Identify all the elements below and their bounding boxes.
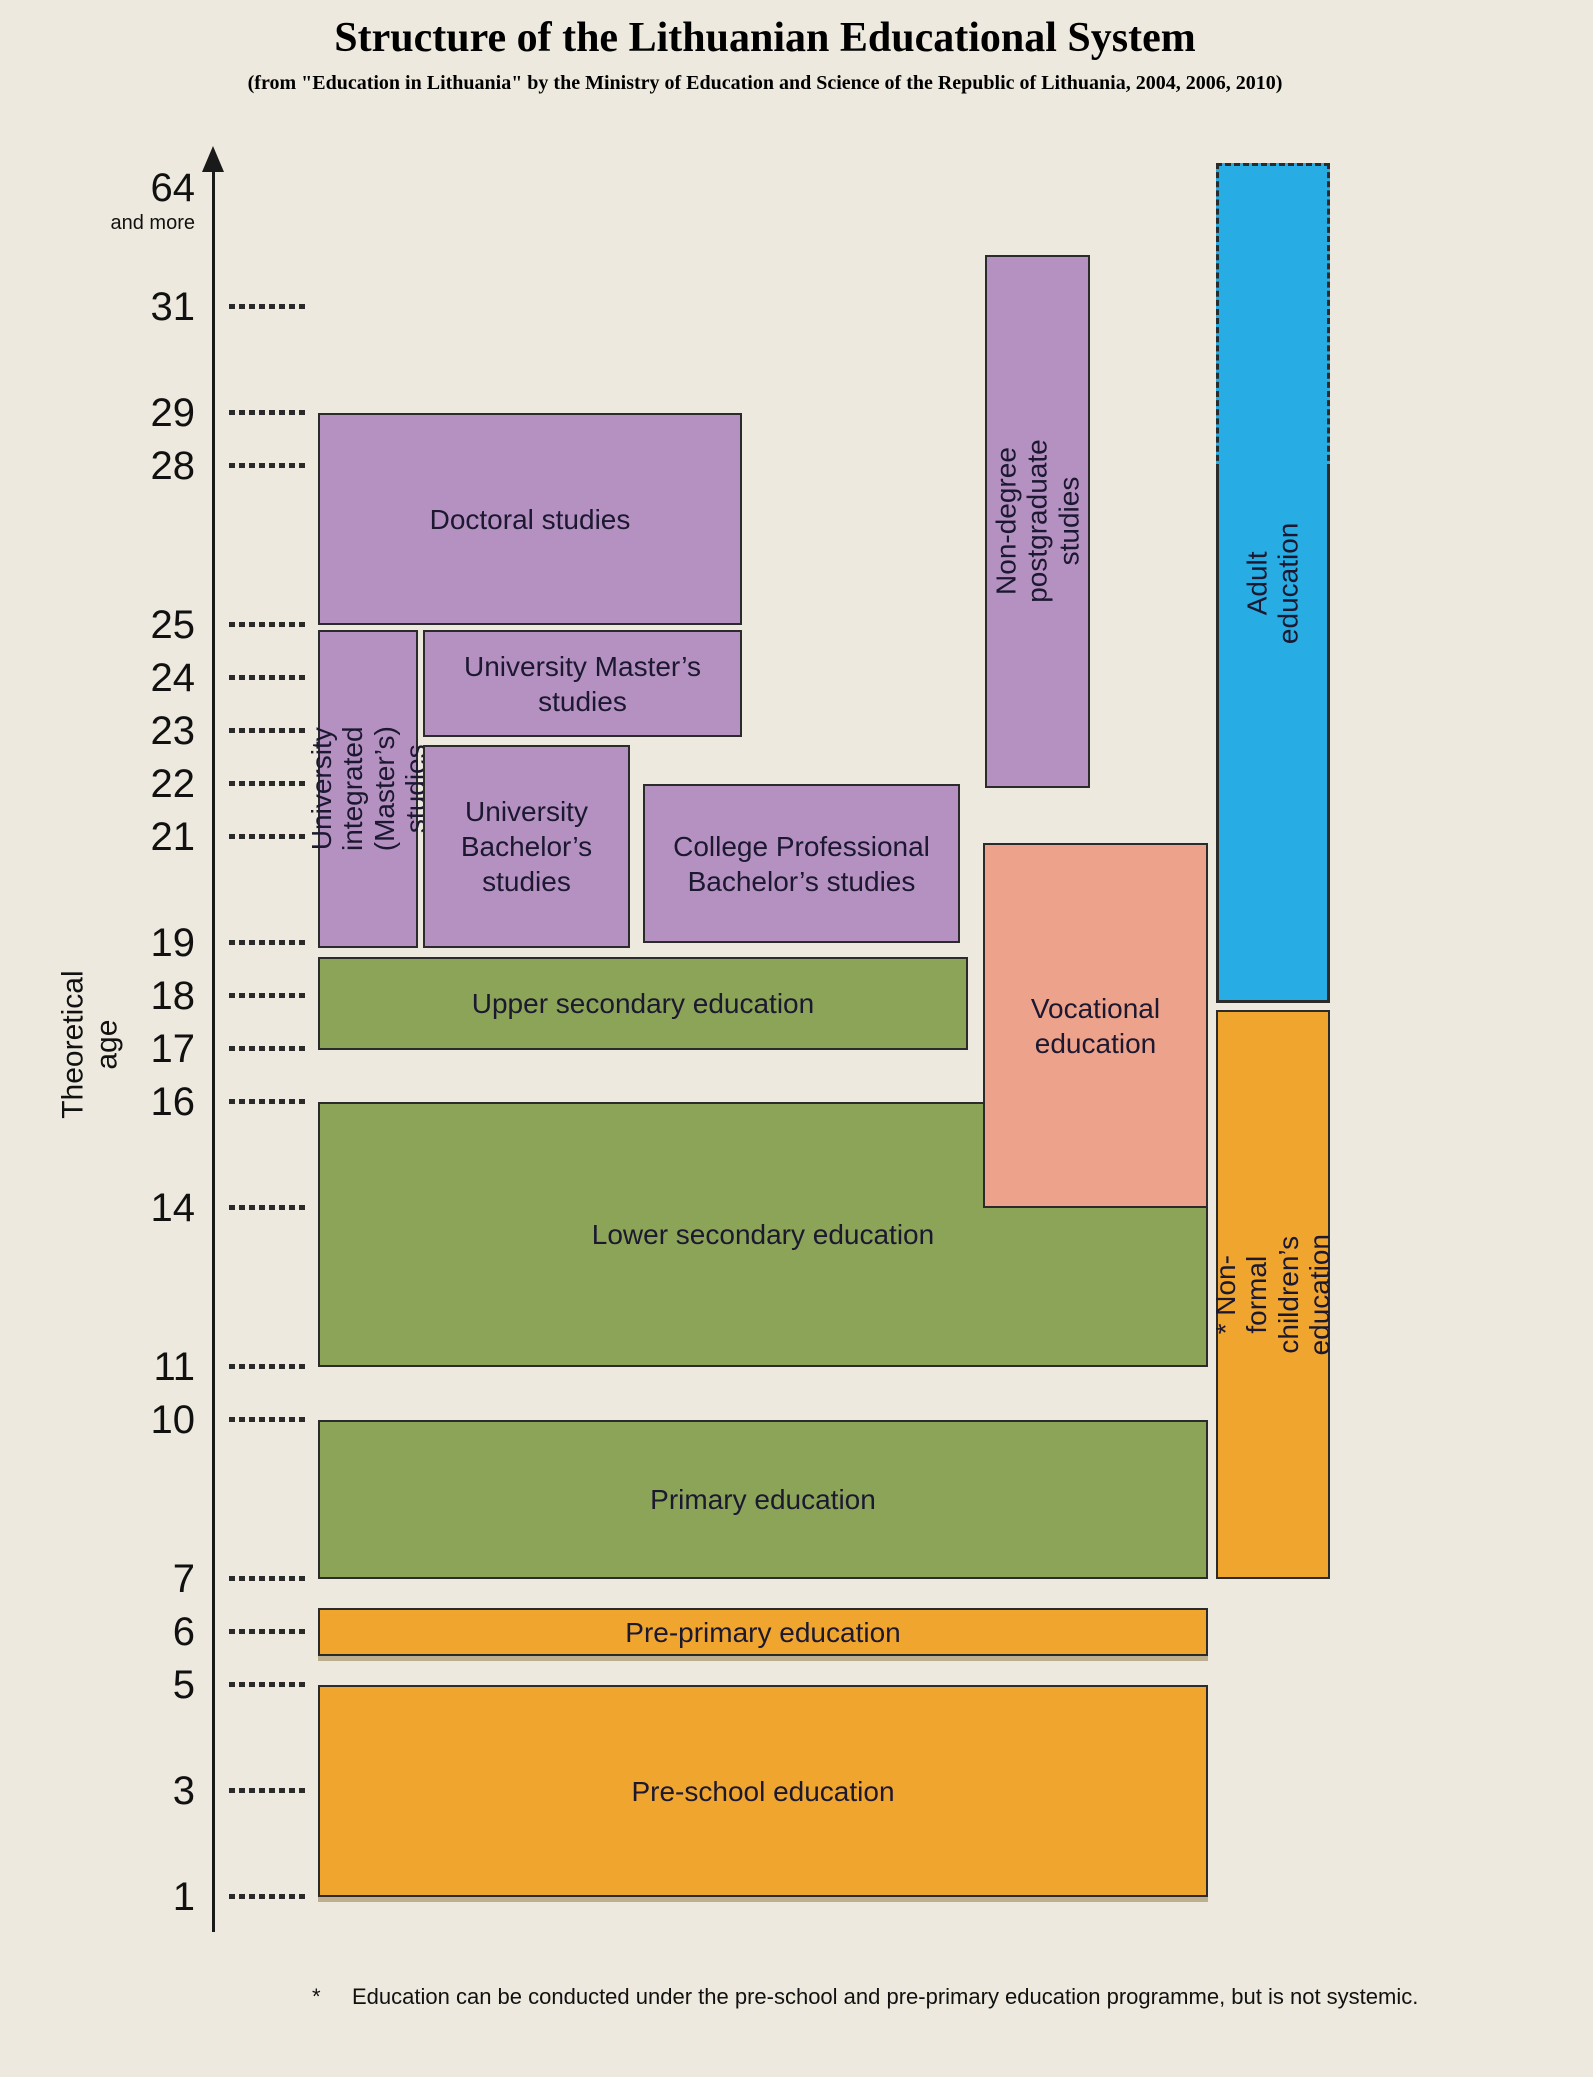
age-tick-dash <box>229 834 307 839</box>
box-non-degree-postgraduate-studies <box>985 255 1090 788</box>
age-tick-label: 22 <box>150 762 196 806</box>
box-label: College Professional Bachelor’s studies <box>673 830 930 897</box>
box-label: Lower secondary education <box>591 1219 935 1250</box>
age-tick-dash <box>229 1417 307 1422</box>
age-tick-dash <box>229 1046 307 1051</box>
age-tick-dash <box>229 1629 307 1634</box>
age-tick-dash <box>229 1788 307 1793</box>
header: Structure of the Lithuanian Educational … <box>0 14 1530 95</box>
box-label: Pre-school education <box>631 1775 895 1807</box>
age-tick-dash <box>229 728 307 733</box>
age-tick-label: 25 <box>150 603 196 647</box>
age-tick-label: 24 <box>150 656 196 700</box>
box-primary-education: Primary education <box>318 1420 1208 1579</box>
age-tick-label: 7 <box>172 1557 195 1601</box>
age-tick-label: 6 <box>172 1610 195 1654</box>
box-non-formal-childrens-education <box>1216 1010 1330 1579</box>
age-tick-dash <box>229 1682 307 1687</box>
box-doctoral-studies: Doctoral studies <box>318 413 742 625</box>
footnote-text: Education can be conducted under the pre… <box>352 1984 1419 2009</box>
age-tick-dash <box>229 1364 307 1369</box>
age-tick-label: 23 <box>150 709 196 753</box>
age-tick-dash <box>229 1894 307 1899</box>
age-tick-64: 64 <box>150 166 196 210</box>
age-tick-dash <box>229 675 307 680</box>
box-university-integrated-masters-studies <box>318 630 418 948</box>
age-tick-label: 5 <box>172 1663 195 1707</box>
box-label: Doctoral studies <box>429 503 631 535</box>
box-label: University Bachelor’s studies <box>460 796 593 897</box>
age-tick-label: 18 <box>150 974 196 1018</box>
box-label: Upper secondary education <box>471 988 815 1019</box>
box-label: University Master’s studies <box>463 650 701 717</box>
age-tick-dash <box>229 1576 307 1581</box>
box-adult-education-solid-part <box>1216 470 1330 1003</box>
box-label: Pre-primary education <box>625 1616 901 1648</box>
age-tick-dash <box>229 1205 307 1210</box>
page-title: Structure of the Lithuanian Educational … <box>334 15 1196 61</box>
box-university-masters-studies: University Master’s studies <box>423 630 742 737</box>
age-tick-label: 10 <box>150 1398 196 1442</box>
age-tick-label: 11 <box>153 1345 195 1389</box>
age-tick-dash <box>229 993 307 998</box>
page-subtitle: (from "Education in Lithuania" by the Mi… <box>247 72 1283 95</box>
box-upper-secondary-education: Upper secondary education <box>318 957 968 1050</box>
box-college-professional-bachelors-studies: College Professional Bachelor’s studies <box>643 784 960 943</box>
box-label: Vocational education <box>1030 992 1161 1059</box>
age-tick-64-suffix: and more <box>110 212 196 234</box>
age-tick-dash <box>229 940 307 945</box>
box-non-degree-postgraduate-studies-label: Non-degree postgraduate studies <box>990 439 1085 604</box>
box-label: Primary education <box>650 1484 876 1515</box>
box-adult-education-dashed-part <box>1216 163 1330 470</box>
age-tick-label: 17 <box>150 1027 196 1071</box>
box-university-bachelors-studies: University Bachelor’s studies <box>423 745 630 948</box>
axis-arrow-icon <box>202 146 224 172</box>
footnote: * Education can be conducted under the p… <box>312 1984 1587 2010</box>
box-pre-school-education: Pre-school education <box>318 1685 1208 1897</box>
age-tick-label: 3 <box>172 1769 195 1813</box>
age-tick-dash <box>229 304 307 309</box>
footnote-marker: * <box>312 1984 321 2009</box>
box-non-formal-childrens-education-label: * Non-formal children’s education <box>1210 1233 1336 1356</box>
age-tick-label: 29 <box>150 391 196 435</box>
age-tick-label: 31 <box>150 285 196 329</box>
box-university-integrated-masters-studies-label: University integrated (Master’s) studies <box>305 726 431 852</box>
box-vocational-education: Vocational education <box>983 843 1208 1208</box>
age-tick-label: 14 <box>150 1186 196 1230</box>
age-tick-label: 16 <box>150 1080 196 1124</box>
age-tick-dash <box>229 622 307 627</box>
age-tick-label: 1 <box>172 1875 195 1919</box>
age-tick-label: 21 <box>150 815 196 859</box>
axis-label-theoretical-age: Theoretical age <box>56 970 123 1120</box>
box-adult-education-label: Adult education <box>1241 522 1304 644</box>
age-tick-label: 28 <box>150 444 196 488</box>
age-tick-dash <box>229 1099 307 1104</box>
age-axis-line <box>212 160 215 1932</box>
age-tick-dash <box>229 410 307 415</box>
box-pre-primary-education: Pre-primary education <box>318 1608 1208 1656</box>
age-tick-dash <box>229 781 307 786</box>
age-tick-label: 19 <box>150 921 196 965</box>
age-tick-dash <box>229 463 307 468</box>
